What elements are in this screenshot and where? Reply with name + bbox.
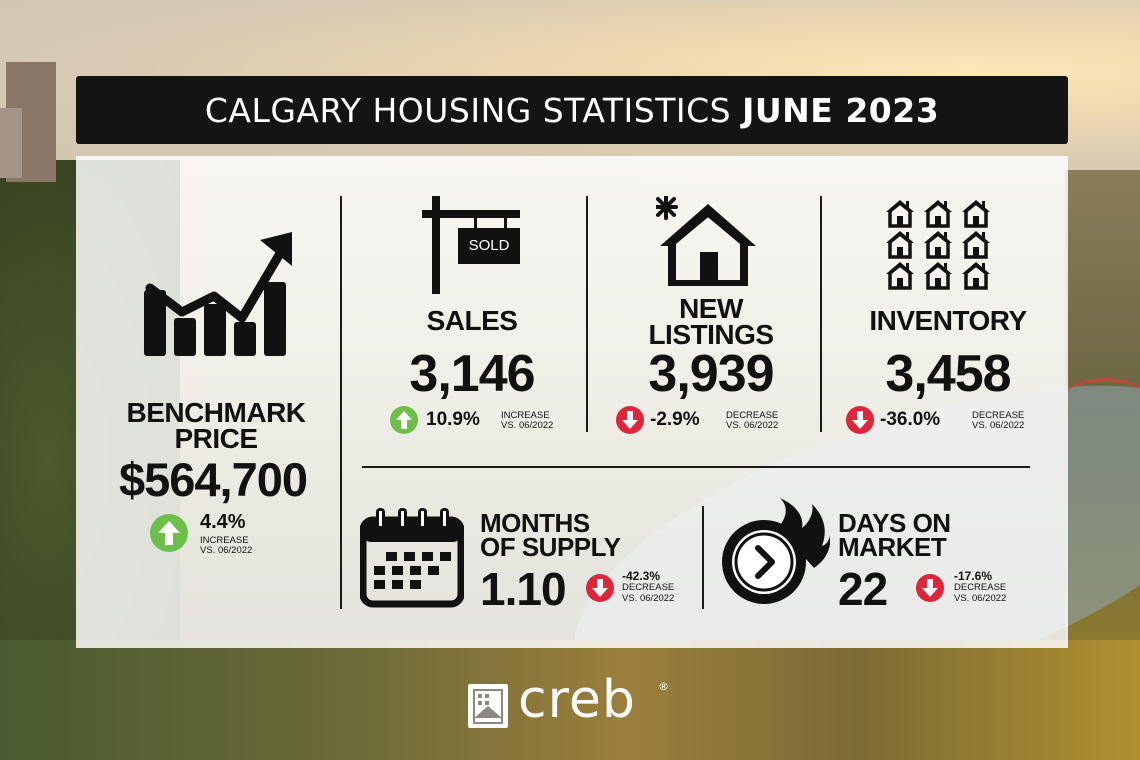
days-on-market-value: 22 xyxy=(838,563,888,615)
sales-change-label: INCREASE VS. 06/2022 xyxy=(501,410,554,432)
months-of-supply-label: MONTHS OF SUPPLY xyxy=(480,508,680,562)
new-listings-label-line1: NEW xyxy=(679,293,743,324)
divider-benchmark xyxy=(340,196,342,609)
creb-logo-mark xyxy=(468,684,508,728)
new-listings-value: 3,939 xyxy=(648,345,774,403)
new-listings-label: NEW LISTINGS xyxy=(606,293,816,350)
months-of-supply-label-line1: MONTHS xyxy=(480,508,590,538)
benchmark-label: BENCHMARK PRICE xyxy=(96,397,336,454)
title-main: CALGARY HOUSING STATISTICS xyxy=(204,90,732,130)
inventory-change: -36.0% xyxy=(880,409,941,430)
new-listings-change-label: DECREASE VS. 06/2022 xyxy=(726,410,779,432)
months-of-supply-label-line2: OF SUPPLY xyxy=(480,531,621,562)
arrow-up-icon xyxy=(390,406,418,434)
new-house-icon xyxy=(656,196,756,286)
arrow-down-icon xyxy=(616,406,644,434)
clock-icon xyxy=(722,498,830,604)
divider-sales xyxy=(586,196,588,432)
months-of-supply-value: 1.10 xyxy=(480,563,567,615)
divider-horizontal xyxy=(362,466,1030,468)
inventory-change-label: DECREASE VS. 06/2022 xyxy=(972,410,1025,432)
arrow-down-icon xyxy=(846,406,874,434)
days-on-market-change-block: -17.6% DECREASE VS. 06/2022 xyxy=(954,569,1007,604)
inventory-label: INVENTORY xyxy=(869,305,1027,336)
days-on-market-label-line2: MARKET xyxy=(838,531,947,562)
inventory-value: 3,458 xyxy=(885,345,1011,403)
sold-sign-text: SOLD xyxy=(468,237,510,254)
months-of-supply-change-block: -42.3% DECREASE VS. 06/2022 xyxy=(622,569,675,604)
new-listings-label-line2: LISTINGS xyxy=(648,318,774,350)
sold-sign-icon xyxy=(422,196,520,294)
calendar-icon xyxy=(360,508,464,608)
divider-listings xyxy=(820,196,822,432)
days-on-market-change: -17.6% xyxy=(954,569,993,583)
creb-logo-text: creb xyxy=(518,670,636,730)
creb-logo-registered: ® xyxy=(658,680,669,693)
sales-change: 10.9% xyxy=(426,409,480,430)
arrow-up-icon xyxy=(150,514,188,552)
title-date: JUNE 2023 xyxy=(742,90,940,130)
title-bar: CALGARY HOUSING STATISTICS JUNE 2023 xyxy=(76,76,1068,144)
days-on-market-label: DAYS ON MARKET xyxy=(838,508,1038,562)
new-listings-change: -2.9% xyxy=(650,409,700,430)
arrow-down-icon xyxy=(916,574,944,602)
days-on-market-label-line1: DAYS ON xyxy=(838,508,951,538)
trend-chart-icon xyxy=(144,232,292,356)
benchmark-value: $564,700 xyxy=(118,453,308,506)
benchmark-change-label: INCREASE VS. 06/2022 xyxy=(200,535,253,557)
benchmark-change: 4.4% xyxy=(200,511,246,533)
houses-grid-icon xyxy=(886,200,990,290)
months-of-supply-change: -42.3% xyxy=(622,569,661,583)
arrow-down-icon xyxy=(586,574,614,602)
sold-sign-panel: SOLD xyxy=(458,228,520,264)
sales-value: 3,146 xyxy=(409,345,535,403)
creb-logo: creb ® xyxy=(468,674,669,732)
divider-supply xyxy=(702,506,704,609)
benchmark-label-line1: BENCHMARK xyxy=(126,397,306,428)
stats-panel: BENCHMARK PRICE $564,700 4.4% INCREASE V… xyxy=(76,156,1068,648)
sales-label: SALES xyxy=(426,305,518,336)
benchmark-label-line2: PRICE xyxy=(174,422,258,454)
